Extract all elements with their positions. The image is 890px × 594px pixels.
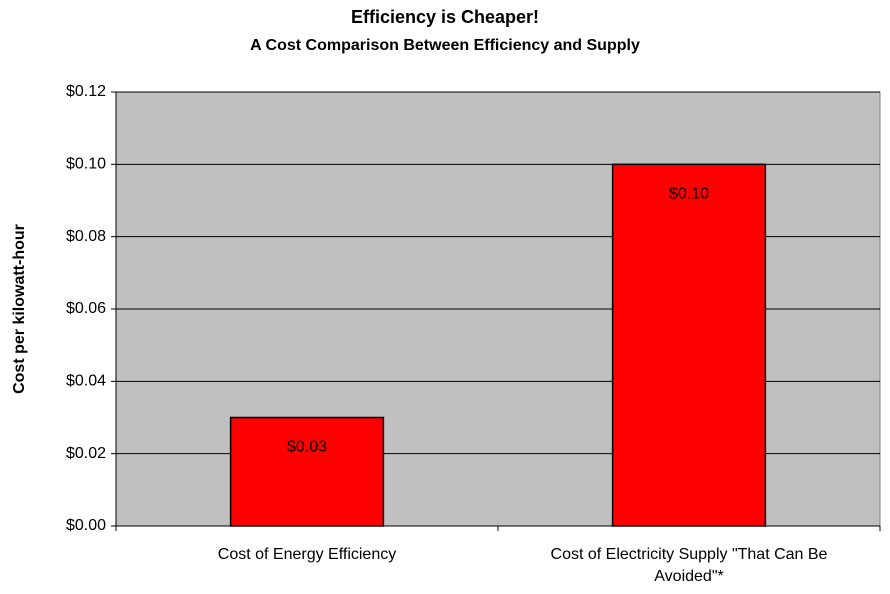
y-tick-label: $0.10	[66, 156, 106, 173]
y-tick-label: $0.08	[66, 228, 106, 245]
y-tick-label: $0.00	[66, 517, 106, 534]
x-tick-label: Cost of Energy Efficiency	[217, 546, 397, 563]
chart-subtitle: A Cost Comparison Between Efficiency and…	[250, 37, 640, 54]
y-tick-label: $0.02	[66, 445, 106, 462]
x-tick-label-box: Cost of Energy Efficiency	[217, 546, 397, 563]
y-tick-label: $0.04	[66, 373, 106, 390]
bar	[229, 416, 385, 527]
x-tick-label-box: Cost of Electricity Supply "That Can Be …	[550, 546, 828, 585]
y-axis-label: Cost per kilowatt-hour	[11, 224, 28, 394]
x-tick-label: Cost of Electricity Supply "That Can Be …	[550, 546, 828, 585]
y-tick-label: $0.06	[66, 300, 106, 317]
y-tick-label: $0.12	[66, 83, 106, 100]
chart-title: Efficiency is Cheaper!	[351, 7, 539, 27]
data-label: $0.10	[669, 186, 709, 203]
bar	[611, 163, 767, 527]
data-label: $0.03	[287, 439, 327, 456]
